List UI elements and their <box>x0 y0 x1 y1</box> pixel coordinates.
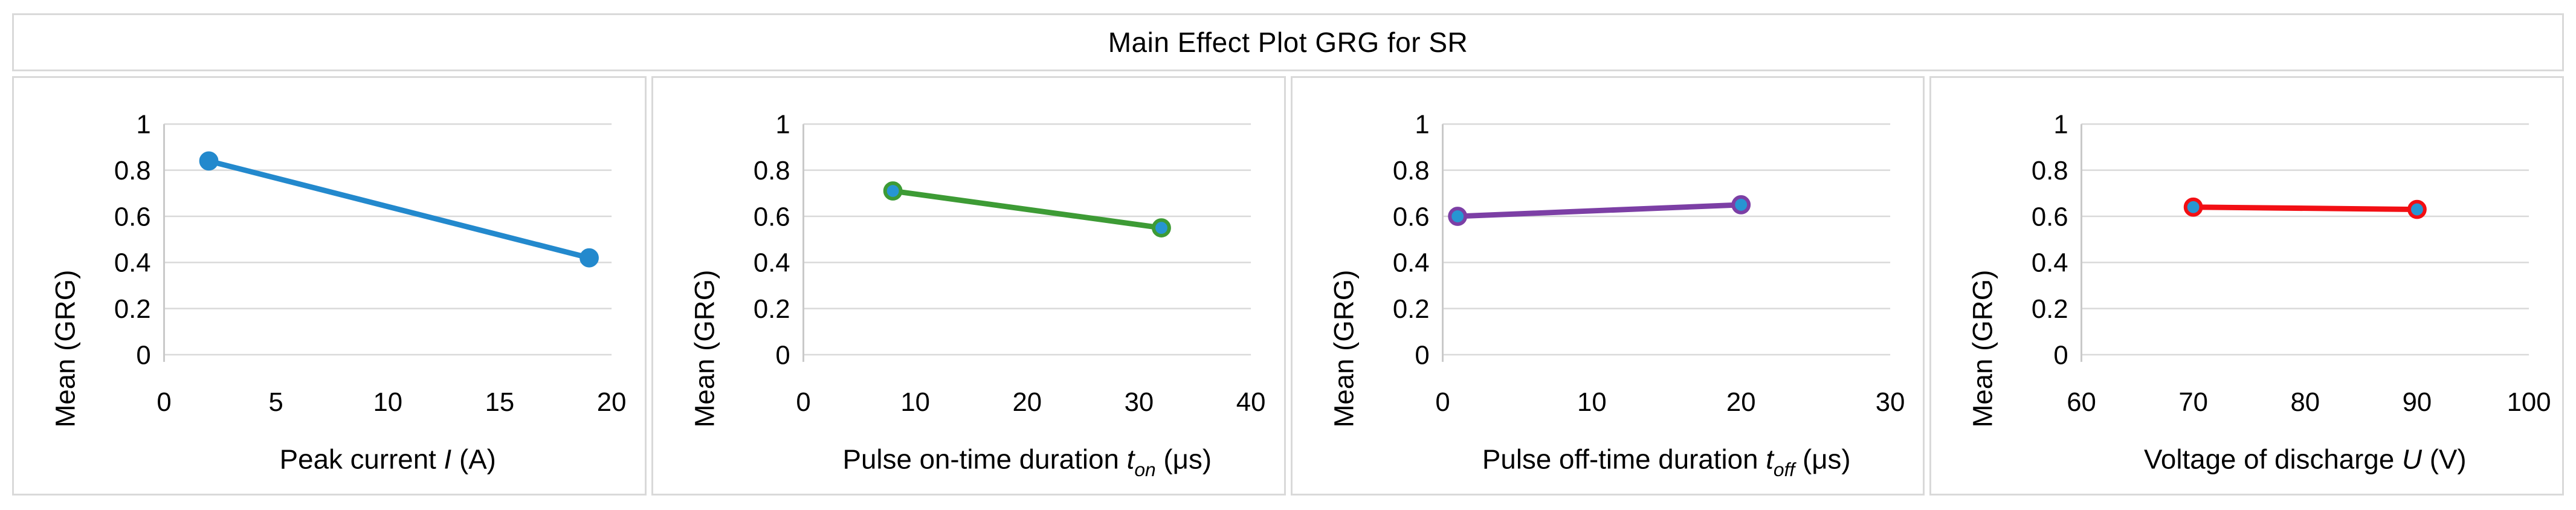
x-tick-label: 80 <box>2291 387 2320 417</box>
x-tick-label: 10 <box>373 387 402 417</box>
data-point-marker <box>199 151 219 171</box>
x-tick-label: 20 <box>597 387 627 417</box>
x-tick-label: 5 <box>268 387 283 417</box>
x-tick-label: 0 <box>1435 387 1450 417</box>
y-tick-label: 0.6 <box>754 202 790 231</box>
y-tick-label: 0.2 <box>2032 294 2068 324</box>
y-tick-label: 1 <box>1415 110 1429 140</box>
data-point-marker <box>883 181 903 201</box>
x-tick-label: 20 <box>1726 387 1755 417</box>
y-tick-label: 0.8 <box>754 156 790 186</box>
chart-canvas: 0 0.2 0.4 0.6 0.8 1 60 70 80 90 100 Voltage of disc… <box>1968 110 2551 475</box>
data-line <box>1454 202 1744 219</box>
x-tick-label: 40 <box>1236 387 1266 417</box>
y-tick-label: 0.2 <box>1392 294 1429 324</box>
y-tick-label: 0.4 <box>1392 248 1429 278</box>
x-axis-title: Pulse off-time duration toff (μs) <box>1482 444 1850 480</box>
x-axis-title: Voltage of discharge U (V) <box>2144 444 2467 474</box>
panel-pulse-on-time: 0 0.2 0.4 0.6 0.8 1 0 10 20 30 40 Pulse on-time dur… <box>651 76 1286 495</box>
panel-pulse-off-time: 0 0.2 0.4 0.6 0.8 1 0 10 20 30 Pulse off-time dura… <box>1290 76 1925 495</box>
y-axis-title: Mean (GRG) <box>50 270 80 428</box>
chart-title-box: Main Effect Plot GRG for SR <box>12 13 2564 71</box>
y-tick-label: 0 <box>136 340 150 370</box>
x-tick-label: 100 <box>2507 387 2551 417</box>
data-point-marker <box>2407 199 2427 219</box>
x-axis-title: Peak current I (A) <box>280 444 496 474</box>
y-tick-label: 0.6 <box>1392 202 1429 231</box>
x-tick-label: 0 <box>157 387 171 417</box>
data-point-marker <box>2183 197 2203 217</box>
x-tick-label: 10 <box>900 387 930 417</box>
y-axis-title: Mean (GRG) <box>689 270 720 428</box>
y-tick-label: 0.8 <box>1392 156 1429 186</box>
x-tick-label: 20 <box>1012 387 1042 417</box>
x-tick-label: 70 <box>2179 387 2209 417</box>
x-tick-label: 30 <box>1875 387 1905 417</box>
y-tick-label: 1 <box>2054 110 2068 140</box>
x-tick-label: 10 <box>1577 387 1607 417</box>
x-tick-label: 15 <box>485 387 515 417</box>
y-tick-label: 0 <box>1415 340 1429 370</box>
y-tick-label: 0.8 <box>2032 156 2068 186</box>
data-line <box>2190 204 2420 213</box>
data-point-marker <box>1731 195 1751 215</box>
x-axis-title: Pulse on-time duration ton (μs) <box>842 444 1212 480</box>
panel-row: 0 0.2 0.4 0.6 0.8 1 0 5 10 15 20 Peak current I (A)… <box>12 76 2564 495</box>
y-tick-label: 1 <box>136 110 150 140</box>
data-point-marker <box>1447 207 1467 226</box>
y-tick-label: 0 <box>2054 340 2068 370</box>
y-tick-label: 1 <box>775 110 790 140</box>
x-tick-label: 0 <box>796 387 810 417</box>
x-tick-label: 60 <box>2067 387 2096 417</box>
panel-voltage-discharge: 0 0.2 0.4 0.6 0.8 1 60 70 80 90 100 Voltage of disc… <box>1929 76 2564 495</box>
data-point-marker <box>1151 218 1171 237</box>
y-axis-title: Mean (GRG) <box>1968 270 1998 428</box>
y-tick-label: 0.2 <box>754 294 790 324</box>
data-point-marker <box>579 248 599 268</box>
y-tick-label: 0.4 <box>114 248 151 278</box>
x-tick-label: 30 <box>1124 387 1154 417</box>
y-tick-label: 0.8 <box>114 156 151 186</box>
data-line <box>206 158 592 261</box>
y-tick-label: 0.4 <box>2032 248 2068 278</box>
y-tick-label: 0.6 <box>114 202 151 231</box>
y-tick-label: 0.4 <box>754 248 790 278</box>
y-tick-label: 0.6 <box>2032 202 2068 231</box>
x-tick-label: 90 <box>2403 387 2432 417</box>
data-line <box>889 188 1164 231</box>
y-axis-title: Mean (GRG) <box>1328 270 1359 428</box>
y-tick-label: 0 <box>775 340 790 370</box>
y-tick-label: 0.2 <box>114 294 151 324</box>
chart-title: Main Effect Plot GRG for SR <box>1108 27 1468 58</box>
panel-peak-current: 0 0.2 0.4 0.6 0.8 1 0 5 10 15 20 Peak current I (A)… <box>12 76 647 495</box>
